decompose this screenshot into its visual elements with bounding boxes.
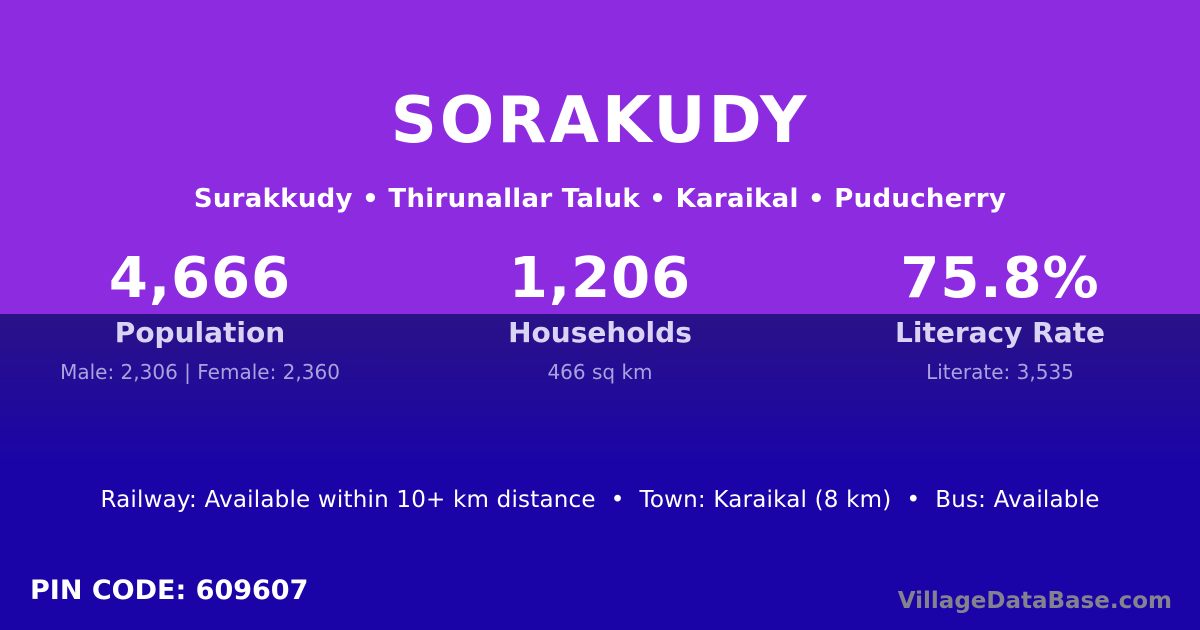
stat-households: 1,206 Households 466 sq km — [400, 246, 800, 385]
population-value: 4,666 — [108, 246, 292, 311]
purple-header-section — [0, 0, 1200, 314]
stats-row: 4,666 Population Male: 2,306 | Female: 2… — [0, 246, 1200, 385]
literate-count-detail: Literate: 3,535 — [926, 360, 1074, 384]
population-label: Population — [114, 316, 286, 349]
households-value: 1,206 — [508, 246, 692, 311]
stat-population: 4,666 Population Male: 2,306 | Female: 2… — [0, 246, 400, 385]
stat-literacy: 75.8% Literacy Rate Literate: 3,535 — [800, 246, 1200, 385]
population-gender-detail: Male: 2,306 | Female: 2,360 — [60, 360, 340, 384]
pin-code-label: PIN CODE: 609607 — [30, 575, 309, 606]
village-title: SORAKUDY — [390, 84, 810, 158]
transport-info-line: Railway: Available within 10+ km distanc… — [100, 487, 1100, 513]
literacy-value: 75.8% — [900, 246, 1100, 311]
households-label: Households — [508, 316, 692, 349]
village-breadcrumb: Surakkudy • Thirunallar Taluk • Karaikal… — [193, 184, 1007, 214]
site-watermark: VillageDataBase.com — [897, 588, 1172, 614]
area-detail: 466 sq km — [547, 360, 653, 384]
literacy-label: Literacy Rate — [895, 316, 1105, 349]
indigo-lower-section — [0, 314, 1200, 630]
